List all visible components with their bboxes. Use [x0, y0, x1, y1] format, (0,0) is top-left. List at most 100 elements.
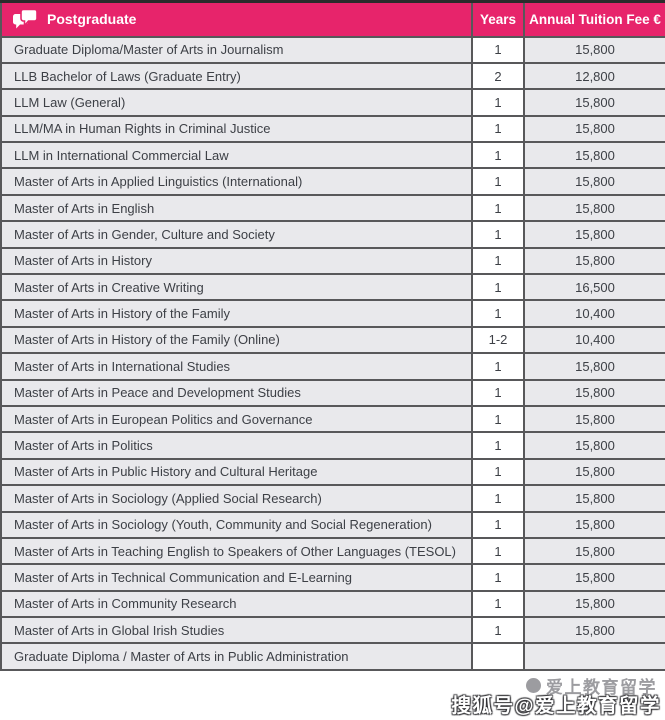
- table-row: Master of Arts in European Politics and …: [0, 404, 665, 434]
- table-row: Graduate Diploma/Master of Arts in Journ…: [0, 35, 665, 64]
- header-row: Postgraduate Years Annual Tuition Fee €: [0, 0, 665, 38]
- fee-cell: 15,800: [523, 457, 665, 487]
- years-cell: 1: [471, 563, 525, 592]
- years-cell: 1: [471, 404, 525, 434]
- program-cell: Master of Arts in Sociology (Applied Soc…: [0, 484, 473, 513]
- fee-cell: 10,400: [523, 325, 665, 355]
- program-cell: Master of Arts in Global Irish Studies: [0, 616, 473, 645]
- fee-cell: 15,800: [523, 536, 665, 566]
- program-cell: Master of Arts in Applied Linguistics (I…: [0, 167, 473, 196]
- program-cell: LLM Law (General): [0, 88, 473, 117]
- years-cell: 1: [471, 220, 525, 249]
- table-row: Master of Arts in Global Irish Studies 1…: [0, 616, 665, 645]
- program-cell: Graduate Diploma/Master of Arts in Journ…: [0, 35, 473, 64]
- table-row: Master of Arts in Technical Communicatio…: [0, 563, 665, 592]
- header-cell-fee: Annual Tuition Fee €: [523, 0, 665, 38]
- postgraduate-fees-table: Postgraduate Years Annual Tuition Fee € …: [0, 0, 665, 671]
- table-header: Postgraduate Years Annual Tuition Fee €: [0, 0, 665, 38]
- years-cell: 1: [471, 536, 525, 566]
- table-row: Master of Arts in Politics 1 15,800: [0, 431, 665, 460]
- table-row: Master of Arts in Peace and Development …: [0, 378, 665, 407]
- years-cell: 1: [471, 193, 525, 223]
- fee-cell: 15,800: [523, 88, 665, 117]
- years-cell: 1-2: [471, 325, 525, 355]
- table-body: Graduate Diploma/Master of Arts in Journ…: [0, 35, 665, 671]
- program-cell: Master of Arts in History of the Family: [0, 299, 473, 328]
- fee-cell: 15,800: [523, 404, 665, 434]
- fee-cell: 15,800: [523, 563, 665, 592]
- fee-cell: 15,800: [523, 431, 665, 460]
- program-cell: Master of Arts in Teaching English to Sp…: [0, 536, 473, 566]
- table-row: Master of Arts in Sociology (Applied Soc…: [0, 484, 665, 513]
- watermark: 爱上教育留学 搜狐号@爱上教育留学: [451, 673, 661, 718]
- years-cell: 1: [471, 431, 525, 460]
- years-cell: 1: [471, 457, 525, 487]
- watermark-line-gray: 爱上教育留学: [451, 673, 657, 698]
- years-cell: 1: [471, 167, 525, 196]
- program-cell: LLB Bachelor of Laws (Graduate Entry): [0, 61, 473, 91]
- program-cell: Master of Arts in Community Research: [0, 589, 473, 619]
- years-cell: [471, 642, 525, 671]
- table-row: Master of Arts in International Studies …: [0, 352, 665, 381]
- fee-cell: 15,800: [523, 589, 665, 619]
- years-cell: 1: [471, 616, 525, 645]
- table-row: Master of Arts in Applied Linguistics (I…: [0, 167, 665, 196]
- program-cell: Master of Arts in History of the Family …: [0, 325, 473, 355]
- program-cell: Master of Arts in Sociology (Youth, Comm…: [0, 510, 473, 539]
- fee-cell: 15,800: [523, 167, 665, 196]
- header-cell-years: Years: [471, 0, 525, 38]
- fee-cell: 15,800: [523, 378, 665, 407]
- fee-cell: 15,800: [523, 510, 665, 539]
- fee-cell: 10,400: [523, 299, 665, 328]
- fee-cell: 15,800: [523, 35, 665, 64]
- years-cell: 1: [471, 299, 525, 328]
- table-row: Graduate Diploma / Master of Arts in Pub…: [0, 642, 665, 671]
- program-cell: LLM in International Commercial Law: [0, 141, 473, 170]
- fee-cell: 12,800: [523, 61, 665, 91]
- program-cell: Master of Arts in History: [0, 246, 473, 276]
- table-row: Master of Arts in Sociology (Youth, Comm…: [0, 510, 665, 539]
- years-cell: 2: [471, 61, 525, 91]
- program-cell: Master of Arts in International Studies: [0, 352, 473, 381]
- program-cell: Master of Arts in Politics: [0, 431, 473, 460]
- years-cell: 1: [471, 484, 525, 513]
- years-cell: 1: [471, 35, 525, 64]
- fee-cell: 15,800: [523, 484, 665, 513]
- years-cell: 1: [471, 246, 525, 276]
- watermark-logo-icon: [526, 678, 541, 693]
- watermark-text-white: 搜狐号@爱上教育留学: [451, 695, 661, 717]
- fee-cell: 16,500: [523, 273, 665, 302]
- table-row: LLM/MA in Human Rights in Criminal Justi…: [0, 114, 665, 144]
- table-row: Master of Arts in Gender, Culture and So…: [0, 220, 665, 249]
- years-cell: 1: [471, 88, 525, 117]
- program-cell: Master of Arts in Creative Writing: [0, 273, 473, 302]
- years-cell: 1: [471, 273, 525, 302]
- chat-bubbles-icon: [12, 8, 39, 31]
- program-cell: Master of Arts in Peace and Development …: [0, 378, 473, 407]
- program-cell: LLM/MA in Human Rights in Criminal Justi…: [0, 114, 473, 144]
- table-row: LLM in International Commercial Law 1 15…: [0, 141, 665, 170]
- watermark-text-gray: 爱上教育留学: [546, 678, 657, 697]
- program-cell: Graduate Diploma / Master of Arts in Pub…: [0, 642, 473, 671]
- program-cell: Master of Arts in Technical Communicatio…: [0, 563, 473, 592]
- fee-cell: 15,800: [523, 616, 665, 645]
- fee-cell: 15,800: [523, 352, 665, 381]
- table-row: Master of Arts in Public History and Cul…: [0, 457, 665, 487]
- fee-cell: 15,800: [523, 220, 665, 249]
- years-cell: 1: [471, 378, 525, 407]
- years-cell: 1: [471, 352, 525, 381]
- program-cell: Master of Arts in English: [0, 193, 473, 223]
- program-cell: Master of Arts in Gender, Culture and So…: [0, 220, 473, 249]
- program-cell: Master of Arts in Public History and Cul…: [0, 457, 473, 487]
- fee-cell: 15,800: [523, 246, 665, 276]
- fee-cell: 15,800: [523, 114, 665, 144]
- table-row: Master of Arts in English 1 15,800: [0, 193, 665, 223]
- years-cell: 1: [471, 510, 525, 539]
- table-row: Master of Arts in History of the Family …: [0, 299, 665, 328]
- table-row: Master of Arts in Community Research 1 1…: [0, 589, 665, 619]
- years-cell: 1: [471, 114, 525, 144]
- fee-cell: [523, 642, 665, 671]
- table-row: Master of Arts in History of the Family …: [0, 325, 665, 355]
- table-row: Master of Arts in Creative Writing 1 16,…: [0, 273, 665, 302]
